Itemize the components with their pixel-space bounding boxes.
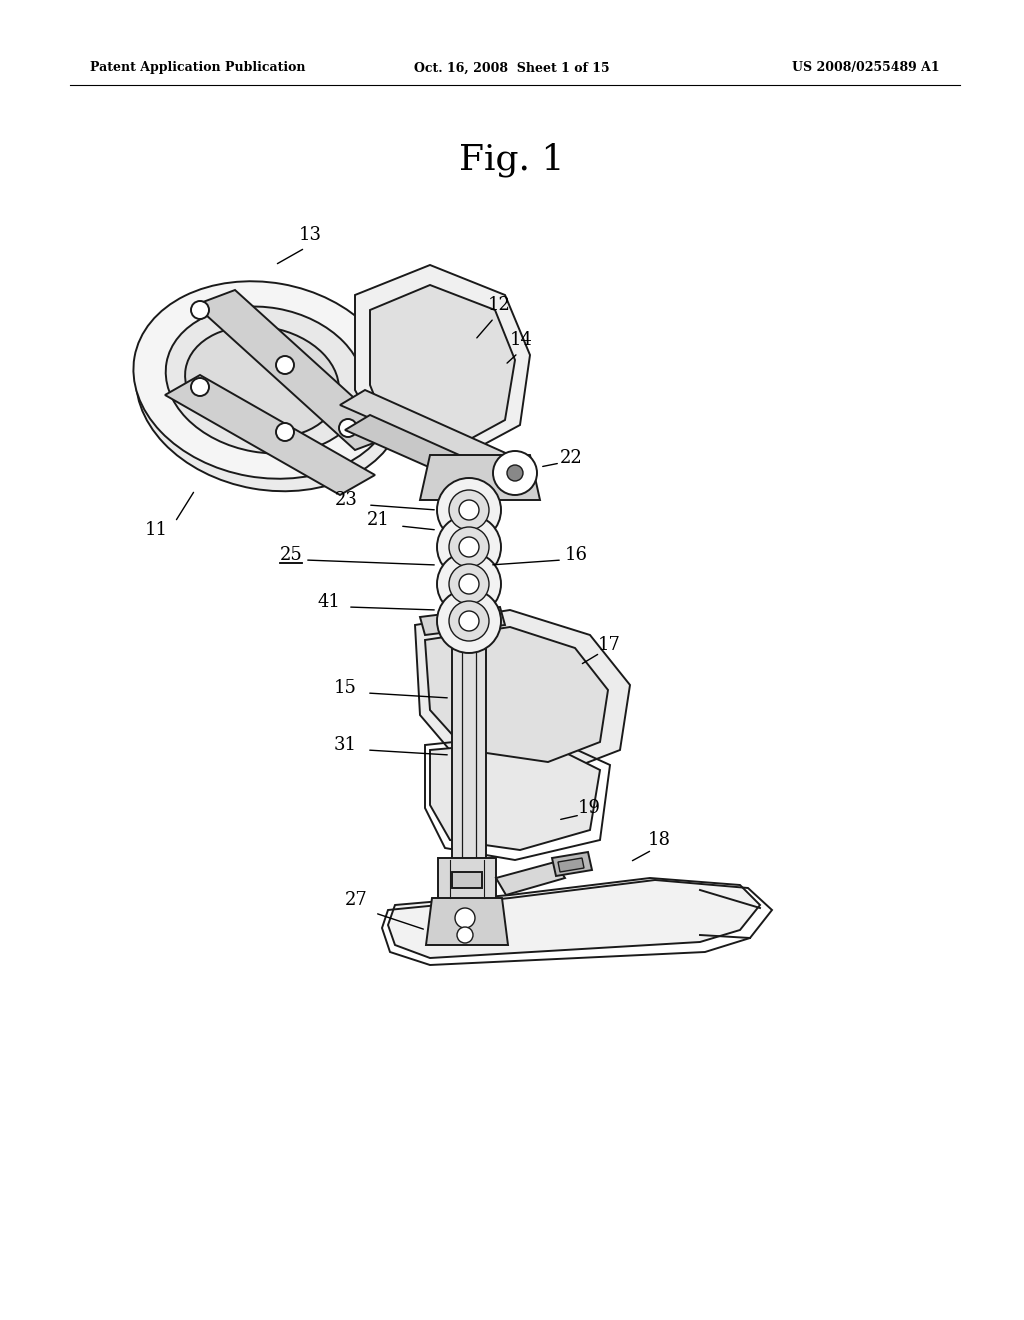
Polygon shape xyxy=(195,290,395,450)
Text: 25: 25 xyxy=(280,546,303,564)
Polygon shape xyxy=(165,375,375,495)
Polygon shape xyxy=(420,607,505,635)
Circle shape xyxy=(493,451,537,495)
Text: 23: 23 xyxy=(335,491,358,510)
Ellipse shape xyxy=(185,326,339,438)
Ellipse shape xyxy=(133,281,396,479)
Polygon shape xyxy=(426,898,508,945)
Polygon shape xyxy=(340,389,510,470)
Text: 11: 11 xyxy=(145,521,168,539)
Polygon shape xyxy=(496,862,565,895)
Circle shape xyxy=(459,574,479,594)
Circle shape xyxy=(459,611,479,631)
Text: 21: 21 xyxy=(368,511,390,529)
Ellipse shape xyxy=(166,306,365,454)
Polygon shape xyxy=(388,878,760,958)
Circle shape xyxy=(459,500,479,520)
Ellipse shape xyxy=(136,289,404,491)
Text: 12: 12 xyxy=(488,296,511,314)
Polygon shape xyxy=(370,285,515,450)
Circle shape xyxy=(455,908,475,928)
Polygon shape xyxy=(558,858,584,873)
Text: 18: 18 xyxy=(648,832,671,849)
Text: 15: 15 xyxy=(334,678,357,697)
Text: Fig. 1: Fig. 1 xyxy=(459,143,565,177)
Text: 16: 16 xyxy=(565,546,588,564)
Polygon shape xyxy=(420,455,540,500)
Text: 22: 22 xyxy=(560,449,583,467)
Text: 13: 13 xyxy=(299,226,322,244)
Circle shape xyxy=(437,515,501,579)
Circle shape xyxy=(449,601,489,642)
Text: 31: 31 xyxy=(334,737,357,754)
Polygon shape xyxy=(345,414,515,495)
Text: 19: 19 xyxy=(578,799,601,817)
Polygon shape xyxy=(355,265,530,459)
Circle shape xyxy=(437,589,501,653)
Text: 17: 17 xyxy=(598,636,621,653)
Circle shape xyxy=(437,552,501,616)
Circle shape xyxy=(507,465,523,480)
Circle shape xyxy=(276,356,294,374)
Polygon shape xyxy=(438,858,496,900)
Circle shape xyxy=(191,378,209,396)
Circle shape xyxy=(449,490,489,531)
Circle shape xyxy=(276,422,294,441)
Circle shape xyxy=(191,301,209,319)
Polygon shape xyxy=(452,495,486,890)
Circle shape xyxy=(449,564,489,605)
Polygon shape xyxy=(425,627,608,762)
Circle shape xyxy=(459,537,479,557)
Text: 14: 14 xyxy=(510,331,532,348)
Text: Patent Application Publication: Patent Application Publication xyxy=(90,62,305,74)
Circle shape xyxy=(339,418,357,437)
Text: 27: 27 xyxy=(345,891,368,909)
Text: Oct. 16, 2008  Sheet 1 of 15: Oct. 16, 2008 Sheet 1 of 15 xyxy=(414,62,610,74)
Polygon shape xyxy=(452,873,482,888)
Text: 41: 41 xyxy=(317,593,340,611)
Polygon shape xyxy=(415,610,630,775)
Polygon shape xyxy=(552,851,592,876)
Circle shape xyxy=(457,927,473,942)
Polygon shape xyxy=(430,741,600,850)
Text: US 2008/0255489 A1: US 2008/0255489 A1 xyxy=(793,62,940,74)
Circle shape xyxy=(437,478,501,543)
Circle shape xyxy=(449,527,489,568)
